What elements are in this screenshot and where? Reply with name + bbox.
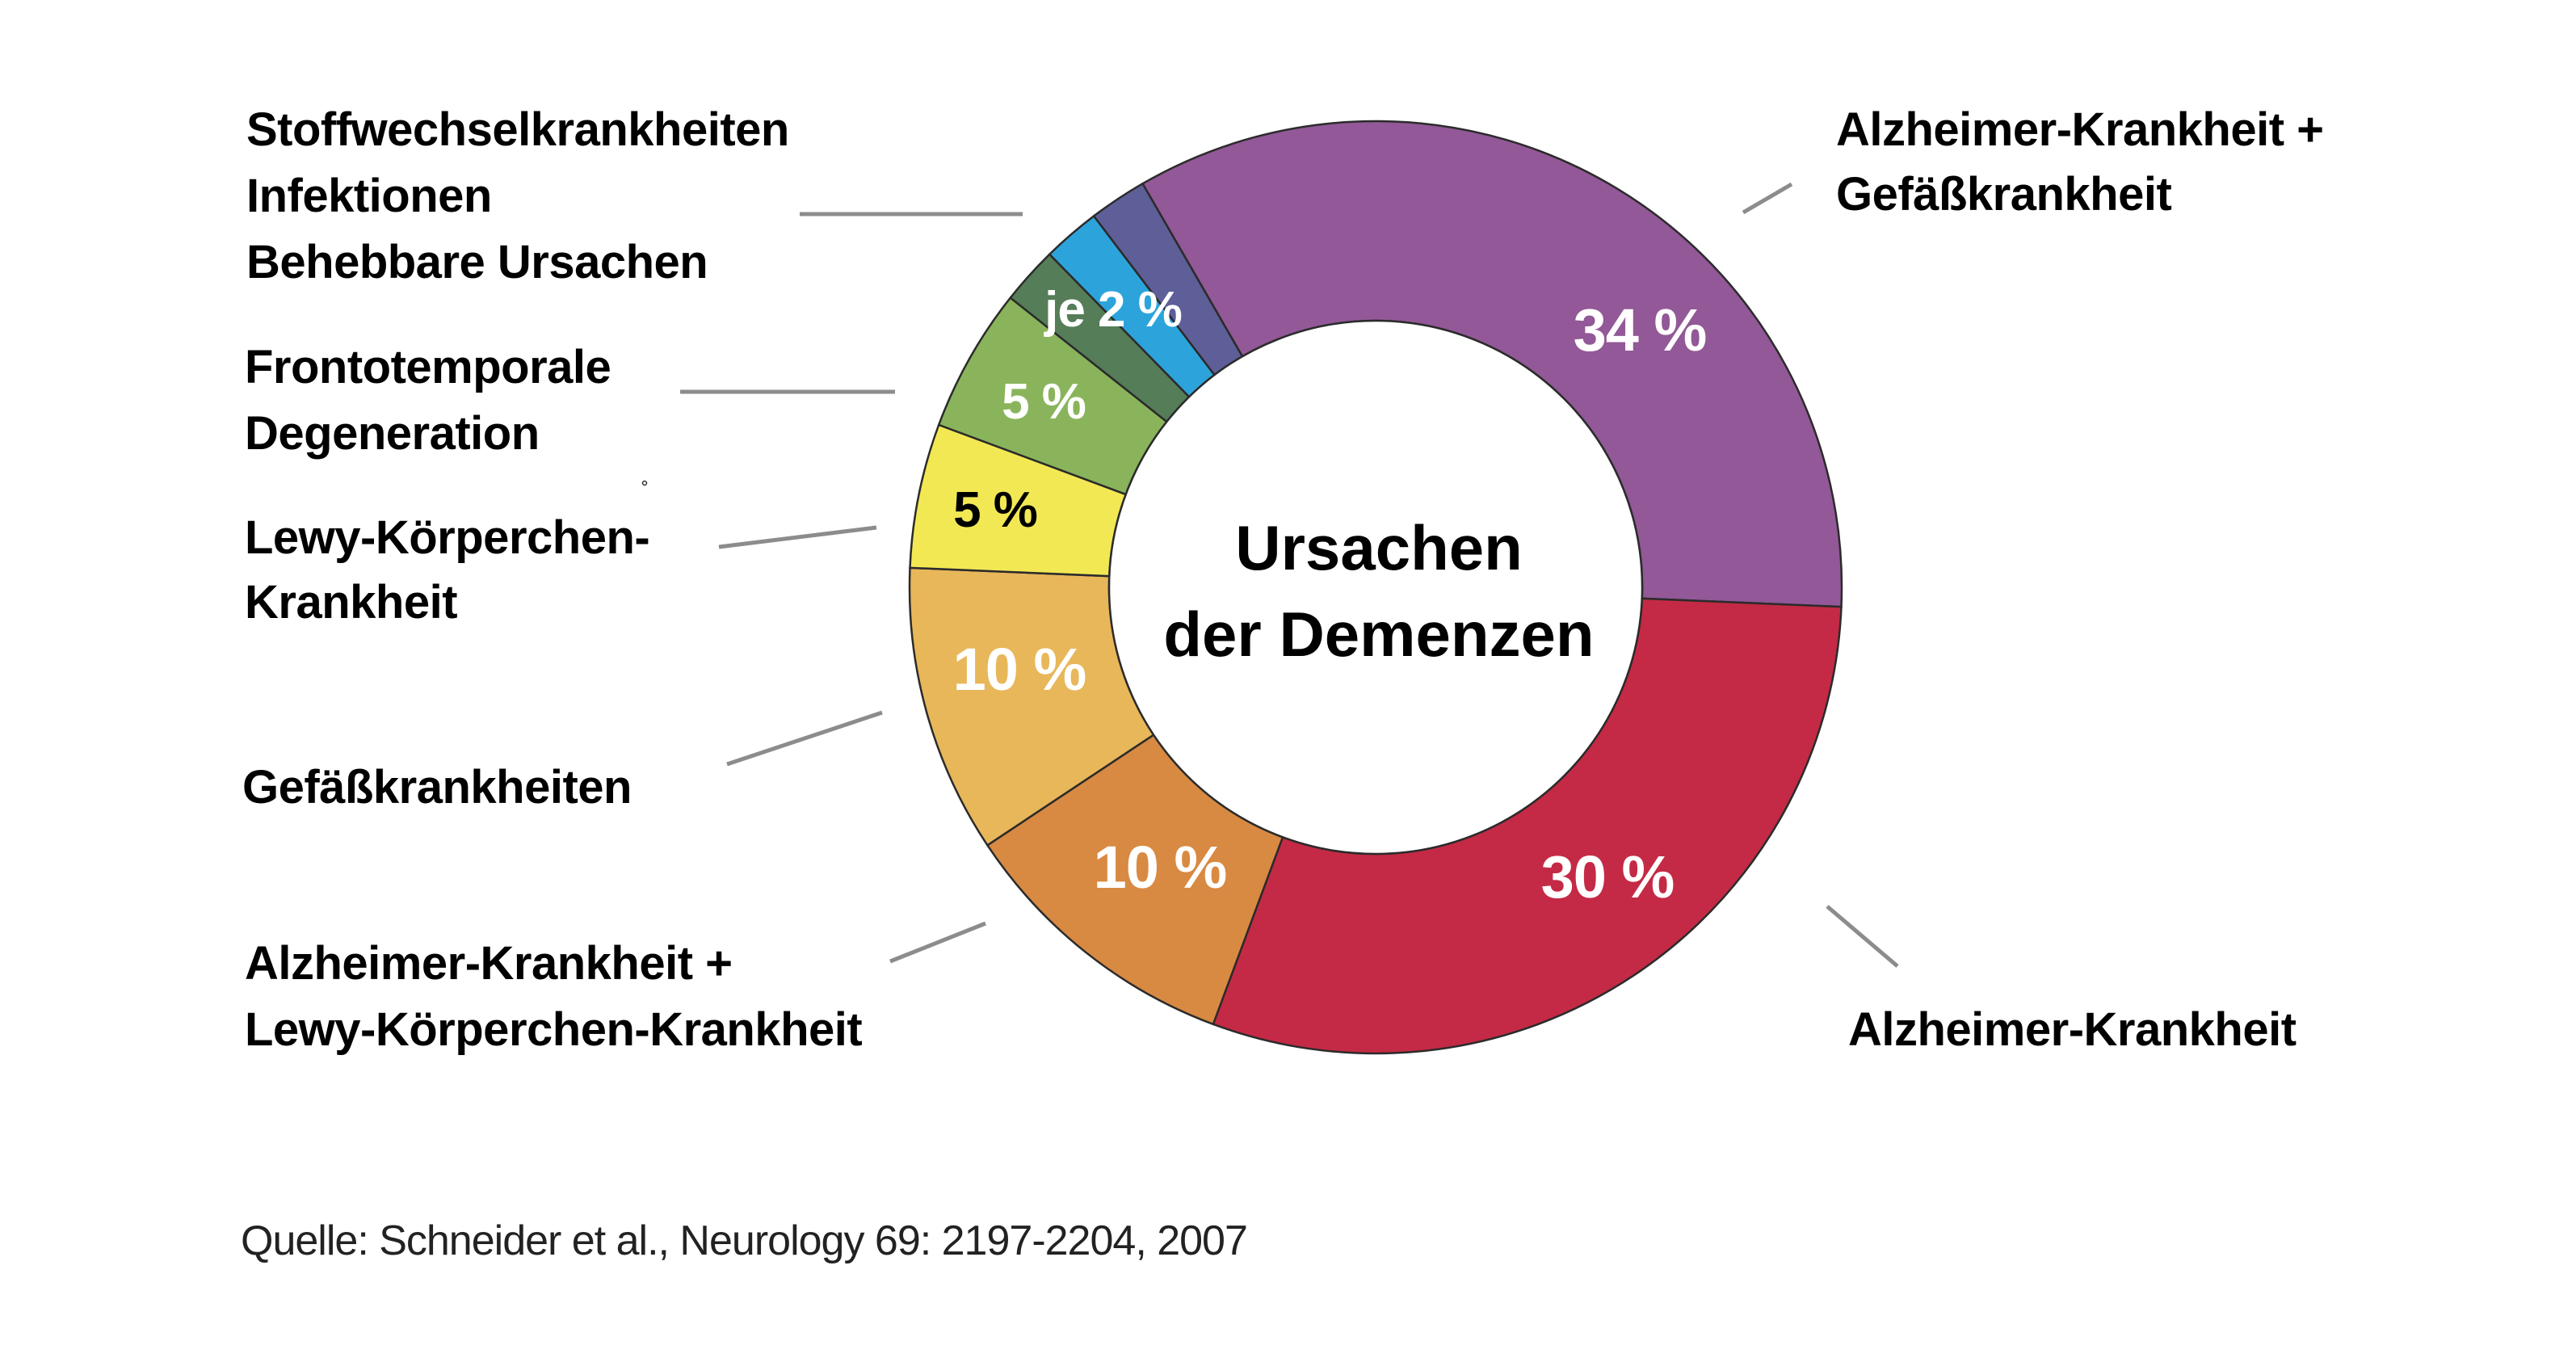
leader-line-alzheimer-gefaess — [1742, 182, 1793, 215]
category-label-alzheimer-lewy-line-2: Lewy-Körperchen-Krankheit — [245, 1003, 862, 1056]
category-label-stoffwechsel: Stoffwechselkrankheiten — [246, 103, 789, 156]
chart-title-line-1: Ursachen — [1235, 512, 1523, 583]
leader-line-alzheimer — [1826, 905, 1899, 968]
category-label-frontotemporal-line-2: Degeneration — [245, 407, 540, 460]
category-label-alzheimer: Alzheimer-Krankheit — [1848, 1003, 2297, 1056]
category-label-alzheimer-gefaess-line-1: Alzheimer-Krankheit + — [1836, 103, 2324, 156]
category-label-behebbare-ursachen: Behebbare Ursachen — [246, 236, 708, 288]
value-label-alzheimer: 30 % — [1541, 843, 1675, 910]
leader-line-lewy — [718, 525, 877, 549]
category-label-lewy-line-2: Krankheit — [245, 576, 457, 629]
leader-line-gefaesskrankheiten — [726, 710, 883, 767]
stray-dot — [641, 480, 648, 486]
value-label-je-2-percent: je 2 % — [1044, 282, 1182, 338]
chart-title-line-2: der Demenzen — [1163, 599, 1594, 670]
category-label-infektionen: Infektionen — [246, 170, 492, 222]
source-note: Quelle: Schneider et al., Neurology 69: … — [241, 1217, 1247, 1264]
value-label-gefaesskrankheiten: 10 % — [953, 636, 1086, 703]
value-label-lewy: 5 % — [953, 482, 1037, 538]
value-label-frontotemporal: 5 % — [1002, 374, 1086, 430]
value-label-alzheimer-lewy: 10 % — [1094, 834, 1227, 901]
donut-hole — [1107, 319, 1644, 856]
category-label-alzheimer-gefaess-line-2: Gefäßkrankheit — [1836, 168, 2171, 221]
donut-segments — [908, 120, 1843, 1055]
category-label-gefaesskrankheiten: Gefäßkrankheiten — [242, 761, 632, 814]
category-label-frontotemporal-line-1: Frontotemporale — [245, 341, 611, 393]
category-label-lewy-line-1: Lewy-Körperchen- — [245, 511, 649, 564]
category-label-alzheimer-lewy-line-1: Alzheimer-Krankheit + — [245, 937, 733, 990]
value-label-alzheimer-gefaess: 34 % — [1574, 296, 1707, 364]
leader-line-alzheimer-lewy — [889, 921, 986, 964]
